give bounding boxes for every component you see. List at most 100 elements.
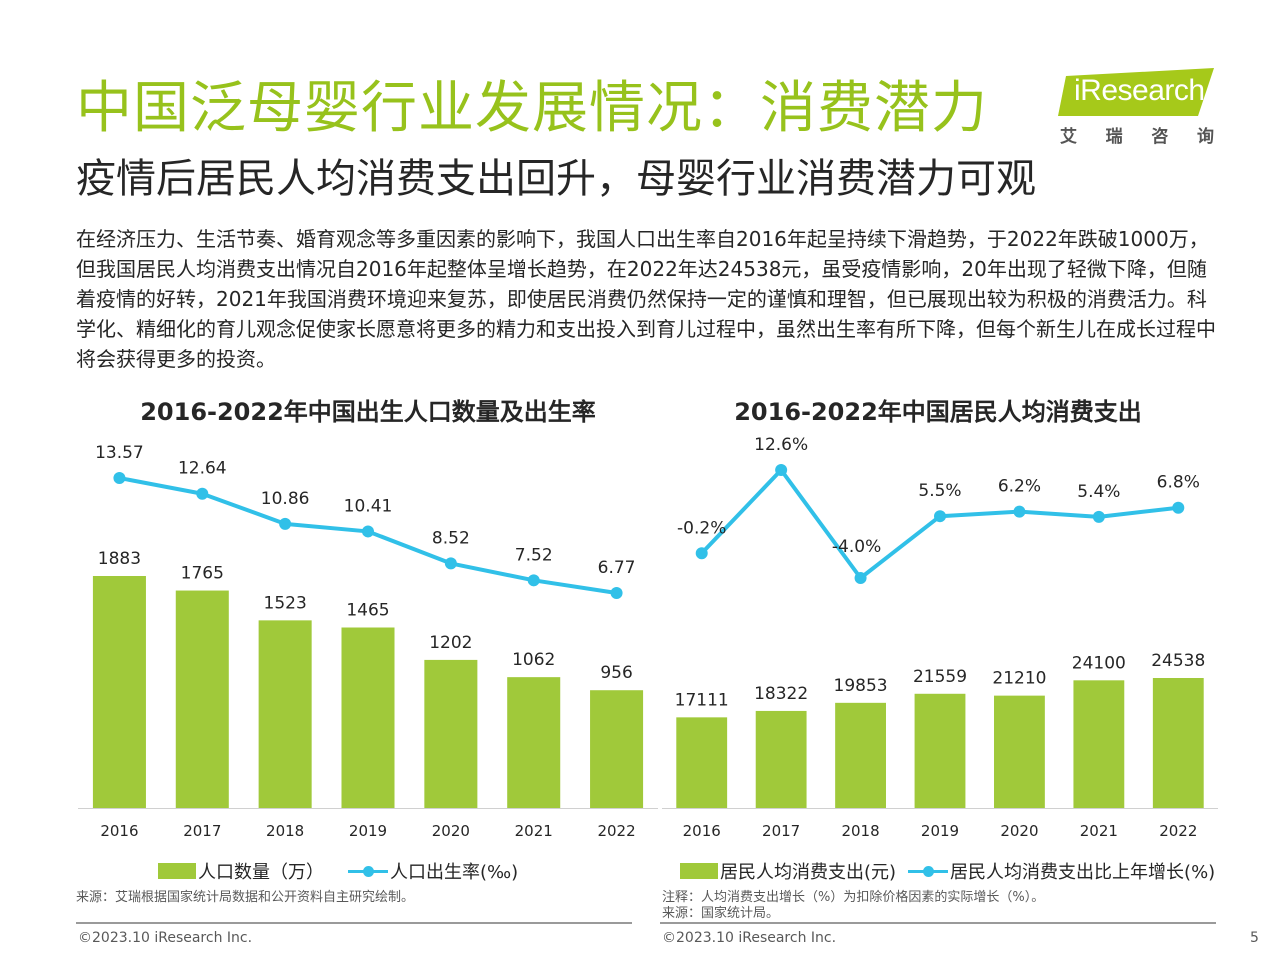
- line-value-label: 12.64: [178, 459, 227, 479]
- line-point: [527, 574, 540, 587]
- bar-value-label: 1765: [181, 564, 224, 584]
- bar-value-label: 1883: [98, 549, 141, 569]
- line-value-label: 5.5%: [918, 481, 961, 501]
- births-legend: 人口数量（万） 人口出生率(‰): [158, 858, 518, 884]
- bar-value-label: 1465: [346, 601, 389, 621]
- page-number: 5: [1250, 930, 1259, 946]
- source-note-left: 来源：艾瑞根据国家统计局数据和公开资料自主研究绘制。: [76, 890, 415, 905]
- line-value-label: 10.86: [261, 489, 310, 509]
- line-point: [854, 572, 867, 584]
- bar: [92, 576, 146, 808]
- bar-value-label: 24538: [1151, 651, 1205, 671]
- x-tick-label: 2018: [841, 822, 879, 840]
- logo-chinese: 艾 瑞 咨 询: [1060, 122, 1214, 147]
- logo-char: 瑞: [1105, 127, 1123, 147]
- line-value-label: 7.52: [515, 545, 553, 565]
- bar-value-label: 18322: [754, 684, 808, 704]
- x-tick-label: 2019: [349, 822, 387, 840]
- x-tick-label: 2020: [1000, 822, 1038, 840]
- bar: [994, 695, 1045, 808]
- line-value-label: 6.77: [598, 558, 636, 578]
- line-value-label: 6.8%: [1157, 473, 1200, 493]
- bar: [914, 693, 966, 808]
- line-point: [1092, 510, 1105, 523]
- source-note-right: 来源：国家统计局。: [662, 906, 780, 921]
- bar-value-label: 21559: [913, 667, 967, 687]
- line-point: [279, 517, 292, 530]
- x-tick-label: 2018: [266, 822, 304, 840]
- legend-item-growth: 居民人均消费支出比上年增长(%): [908, 858, 1215, 884]
- legend-bar-swatch: [158, 863, 196, 879]
- footer-divider-left: [76, 922, 632, 924]
- iresearch-logo: iResearch 艾 瑞 咨 询: [1058, 66, 1218, 147]
- legend-bar-swatch: [680, 863, 718, 879]
- bar-value-label: 1062: [512, 650, 555, 670]
- line-point: [196, 487, 209, 500]
- page-subtitle: 疫情后居民人均消费支出回升，母婴行业消费潜力可观: [76, 156, 1036, 202]
- line-value-label: 13.57: [95, 443, 144, 463]
- legend-label: 居民人均消费支出比上年增长(%): [950, 862, 1216, 883]
- footer-copyright-left: ©2023.10 iResearch Inc.: [78, 930, 253, 946]
- legend-label: 人口出生率(‰): [390, 862, 519, 883]
- bar-value-label: 21210: [992, 669, 1046, 689]
- line-point: [1172, 501, 1185, 514]
- line-value-label: -0.2%: [677, 518, 726, 538]
- x-tick-label: 2021: [1080, 822, 1118, 840]
- births-chart: 1883 2016 1765 2017 1523 2018 1465 2019 1202 2020…: [78, 443, 658, 840]
- chart-title-consumption: 2016-2022年中国居民人均消费支出: [734, 398, 1142, 426]
- intro-paragraph: 在经济压力、生活节奏、婚育观念等多重因素的影响下，我国人口出生率自2016年起呈…: [76, 227, 1216, 371]
- x-tick-label: 2021: [515, 822, 553, 840]
- line-point: [1013, 505, 1026, 518]
- bar: [1073, 680, 1125, 808]
- x-tick-label: 2020: [432, 822, 470, 840]
- x-tick-label: 2017: [183, 822, 221, 840]
- line-point: [362, 525, 374, 538]
- logo-char: 询: [1196, 127, 1214, 147]
- consumption-chart: 17111 2016 18322 2017 19853 2018 21559 2019 2121…: [662, 435, 1218, 840]
- line-value-label: 12.6%: [754, 435, 808, 455]
- bar: [507, 677, 561, 808]
- line-value-label: 6.2%: [998, 477, 1041, 497]
- line-point: [775, 464, 788, 476]
- line-value-label: 5.4%: [1077, 482, 1120, 502]
- footer-copyright-right: ©2023.10 iResearch Inc.: [662, 930, 837, 946]
- legend-item-birth-rate: 人口出生率(‰): [348, 858, 518, 884]
- page-title: 中国泛母婴行业发展情况：消费潜力: [76, 76, 988, 141]
- bar: [175, 590, 229, 808]
- logo-char: 艾: [1060, 127, 1077, 147]
- line-point: [610, 587, 623, 599]
- bar: [1152, 678, 1204, 808]
- line-point: [934, 510, 946, 523]
- bar: [835, 702, 886, 808]
- legend-line-swatch: [908, 863, 949, 879]
- x-tick-label: 2017: [762, 822, 800, 840]
- line-point: [695, 547, 708, 560]
- logo-badge-icon: [1058, 68, 1214, 116]
- bar-value-label: 17111: [675, 690, 729, 710]
- logo-char: 咨: [1151, 127, 1169, 147]
- bar: [590, 690, 644, 808]
- bar-value-label: 956: [600, 663, 632, 683]
- x-tick-label: 2016: [683, 822, 721, 840]
- bar-value-label: 1202: [429, 633, 472, 653]
- line-value-label: 10.41: [344, 496, 393, 516]
- bar-value-label: 24100: [1072, 653, 1126, 673]
- consumption-legend: 居民人均消费支出(元) 居民人均消费支出比上年增长(%): [680, 858, 1215, 884]
- bar-value-label: 19853: [834, 676, 888, 696]
- bar: [258, 620, 312, 808]
- legend-label: 居民人均消费支出(元): [720, 862, 897, 883]
- bar: [424, 659, 478, 808]
- line-point: [444, 557, 457, 570]
- logo-text: iResearch: [1074, 74, 1205, 107]
- line-value-label: -4.0%: [832, 537, 881, 557]
- bar: [341, 627, 395, 808]
- x-tick-label: 2022: [1159, 822, 1197, 840]
- legend-line-swatch: [348, 863, 388, 879]
- x-tick-label: 2022: [597, 822, 635, 840]
- bar-value-label: 1523: [264, 593, 307, 613]
- x-tick-label: 2019: [921, 822, 959, 840]
- annotation-note-right: 注释：人均消费支出增长（%）为扣除价格因素的实际增长（%）。: [662, 890, 1045, 905]
- chart-title-births: 2016-2022年中国出生人口数量及出生率: [140, 398, 596, 426]
- legend-label: 人口数量（万）: [198, 862, 324, 883]
- line-point: [113, 472, 126, 484]
